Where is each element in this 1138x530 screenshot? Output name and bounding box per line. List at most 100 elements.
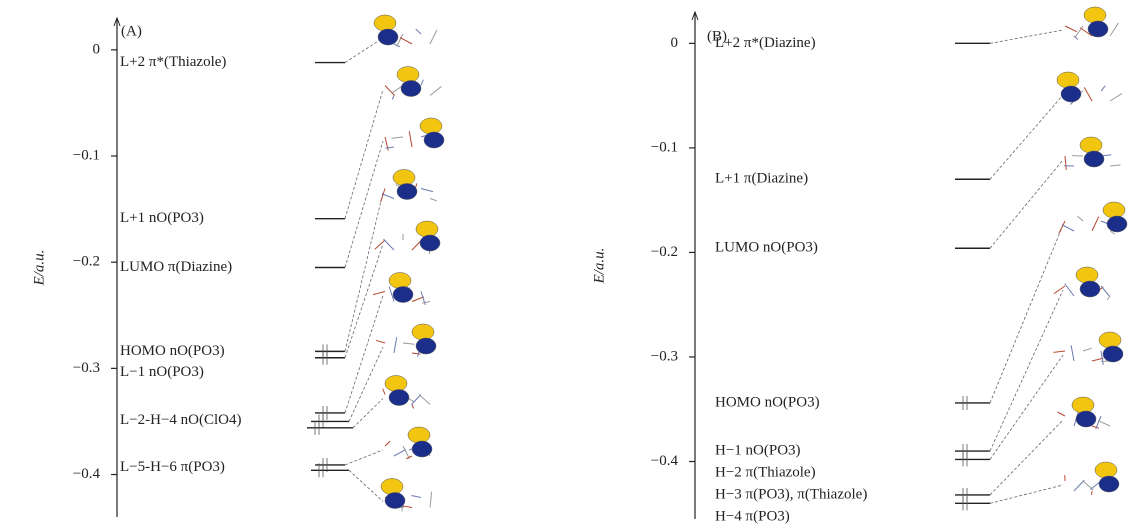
orbital-image (381, 170, 437, 202)
bond (421, 189, 433, 192)
bond (430, 199, 437, 201)
bond (1074, 480, 1084, 491)
level-label: H−1 nO(PO3) (715, 442, 801, 458)
y-tick-label: −0.4 (73, 466, 101, 482)
orbital-image (385, 427, 432, 459)
bond (392, 96, 394, 100)
level-label: L+2 π*(Thiazole) (120, 54, 226, 70)
bond (430, 86, 441, 95)
bond (422, 302, 430, 304)
level-label: L+2 π*(Diazine) (715, 35, 816, 51)
orbital-image (385, 118, 444, 151)
lobe (374, 15, 396, 31)
lobe (416, 221, 438, 237)
connector (990, 30, 1063, 43)
bond (1058, 412, 1065, 416)
bond (382, 194, 394, 199)
lobe (1076, 267, 1098, 283)
bond (394, 449, 406, 456)
connector (990, 485, 1063, 503)
bond (385, 441, 390, 446)
connector (345, 90, 383, 219)
bond (430, 30, 437, 44)
connector (990, 420, 1063, 495)
orbital-image (1054, 267, 1110, 300)
lobe (1099, 476, 1119, 492)
bond (391, 137, 403, 138)
orbital-image (1059, 202, 1127, 234)
bond (385, 137, 388, 151)
lobe (385, 493, 405, 509)
connector (990, 160, 1063, 248)
orbital-image (385, 67, 441, 100)
lobe (393, 170, 415, 186)
level-label: LUMO π(Diazine) (120, 259, 232, 275)
bond (1092, 358, 1103, 361)
lobe (393, 287, 413, 303)
bond (403, 343, 415, 344)
y-tick-label: −0.1 (73, 147, 100, 163)
bond (1078, 216, 1083, 221)
bond (1101, 86, 1105, 91)
lobe (1103, 346, 1123, 362)
lobe (381, 479, 403, 495)
y-tick-label: −0.3 (651, 348, 678, 364)
bond (1065, 26, 1077, 32)
bond (1101, 286, 1110, 297)
lobe (416, 338, 436, 354)
connector (349, 470, 383, 501)
lobe (1095, 462, 1117, 478)
orbital-image (381, 479, 432, 512)
connector (345, 296, 383, 413)
bond (412, 297, 424, 302)
orbital-image (1058, 397, 1110, 429)
y-tick-label: −0.2 (651, 244, 678, 260)
level-label: LUMO nO(PO3) (715, 240, 818, 256)
lobe (401, 81, 421, 97)
orbital-image (1057, 72, 1122, 105)
bond (430, 492, 432, 508)
orbital-image (1053, 332, 1123, 365)
lobe (408, 427, 430, 443)
bond (403, 446, 409, 458)
bond (1054, 286, 1065, 294)
bond (400, 37, 412, 44)
lobe (397, 67, 419, 83)
connector (990, 355, 1063, 459)
lobe (412, 324, 434, 340)
level-label: H−3 π(PO3), π(Thiazole) (715, 486, 867, 502)
bond (1071, 345, 1074, 361)
bond (1092, 426, 1099, 428)
panel-label: (A) (121, 23, 142, 39)
orbital-image (374, 15, 437, 47)
lobe (1084, 151, 1104, 167)
connector (345, 193, 383, 352)
lobe (420, 118, 442, 134)
bond (1110, 165, 1120, 166)
bond (1083, 348, 1092, 351)
lobe (1103, 202, 1125, 218)
bond (384, 239, 394, 250)
lobe (389, 273, 411, 289)
bond (1110, 23, 1118, 36)
orbital-image (383, 376, 430, 409)
bond (1053, 351, 1065, 352)
bond (416, 29, 421, 34)
lobe (424, 132, 444, 148)
lobe (412, 441, 432, 457)
level-label: L−5-H−6 π(PO3) (120, 459, 225, 475)
connector (345, 38, 383, 63)
lobe (385, 376, 407, 392)
y-tick-label: −0.4 (651, 453, 679, 469)
bond (373, 292, 385, 295)
level-label: HOMO nO(PO3) (120, 343, 225, 359)
bond (1092, 217, 1099, 231)
lobe (1080, 137, 1102, 153)
bond (1096, 416, 1101, 429)
bond (1107, 296, 1110, 300)
y-tick-label: −0.3 (73, 360, 100, 376)
bond (409, 131, 412, 147)
level-label: H−4 π(PO3) (715, 508, 790, 524)
orbital-image (1064, 137, 1120, 170)
y-tick-label: −0.1 (651, 139, 678, 155)
